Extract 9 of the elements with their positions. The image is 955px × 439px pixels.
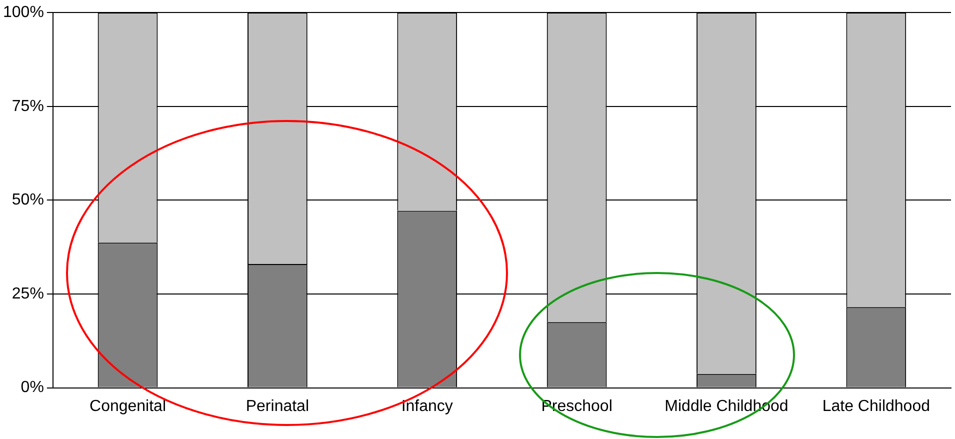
y-tick-label: 0%	[20, 379, 44, 396]
x-tick-label: Late Childhood	[822, 398, 930, 415]
x-tick-label: Infancy	[401, 398, 453, 415]
y-tick-label: 100%	[3, 4, 44, 22]
y-tick-label: 50%	[12, 192, 44, 209]
x-tick-label: Congenital	[90, 398, 166, 415]
y-tick-label: 75%	[12, 98, 44, 115]
y-tick-label: 25%	[12, 285, 44, 302]
x-tick-label: Perinatal	[246, 398, 310, 415]
